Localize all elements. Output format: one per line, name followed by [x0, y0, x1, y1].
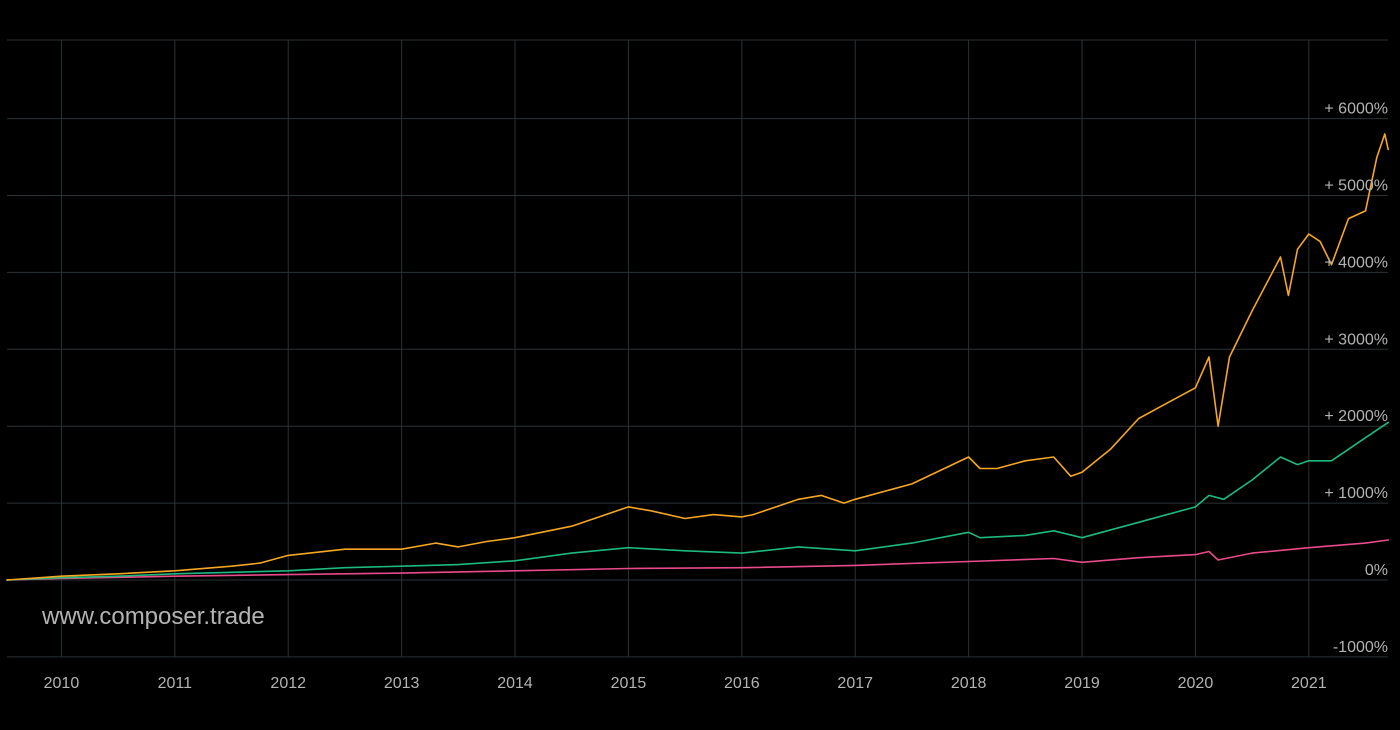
x-tick-label: 2016: [724, 675, 760, 692]
x-tick-label: 2012: [270, 675, 306, 692]
y-tick-label: + 6000%: [1324, 101, 1388, 118]
series-lines: [6, 133, 1389, 581]
x-tick-label: 2019: [1064, 675, 1100, 692]
y-axis-ticks: + 6000% + 5000% + 4000% + 3000% + 2000% + 100…: [1324, 101, 1388, 656]
x-tick-label: 2010: [44, 675, 80, 692]
x-axis-ticks: 2010 2011 2012 2013 2014 2015 2016 2017 2018 2019…: [44, 675, 1327, 692]
x-tick-label: 2013: [384, 675, 420, 692]
watermark: www.composer.trade: [41, 603, 265, 630]
series-line-3: [6, 539, 1389, 581]
x-tick-label: 2018: [951, 675, 987, 692]
y-tick-label: + 3000%: [1324, 331, 1388, 348]
y-tick-label: + 4000%: [1324, 254, 1388, 271]
y-tick-label: 0%: [1365, 562, 1388, 579]
y-tick-label: + 2000%: [1324, 408, 1388, 425]
x-tick-label: 2021: [1291, 675, 1327, 692]
x-tick-label: 2011: [158, 675, 193, 692]
x-tick-label: 2015: [611, 675, 647, 692]
x-tick-label: 2020: [1178, 675, 1214, 692]
x-tick-label: 2014: [497, 675, 533, 692]
series-line-1: [6, 133, 1389, 581]
y-tick-label: + 5000%: [1324, 178, 1388, 195]
y-tick-label: -1000%: [1333, 639, 1388, 656]
x-tick-label: 2017: [837, 675, 873, 692]
y-tick-label: + 1000%: [1324, 485, 1388, 502]
series-line-2: [6, 421, 1389, 581]
grid: [7, 39, 1388, 658]
